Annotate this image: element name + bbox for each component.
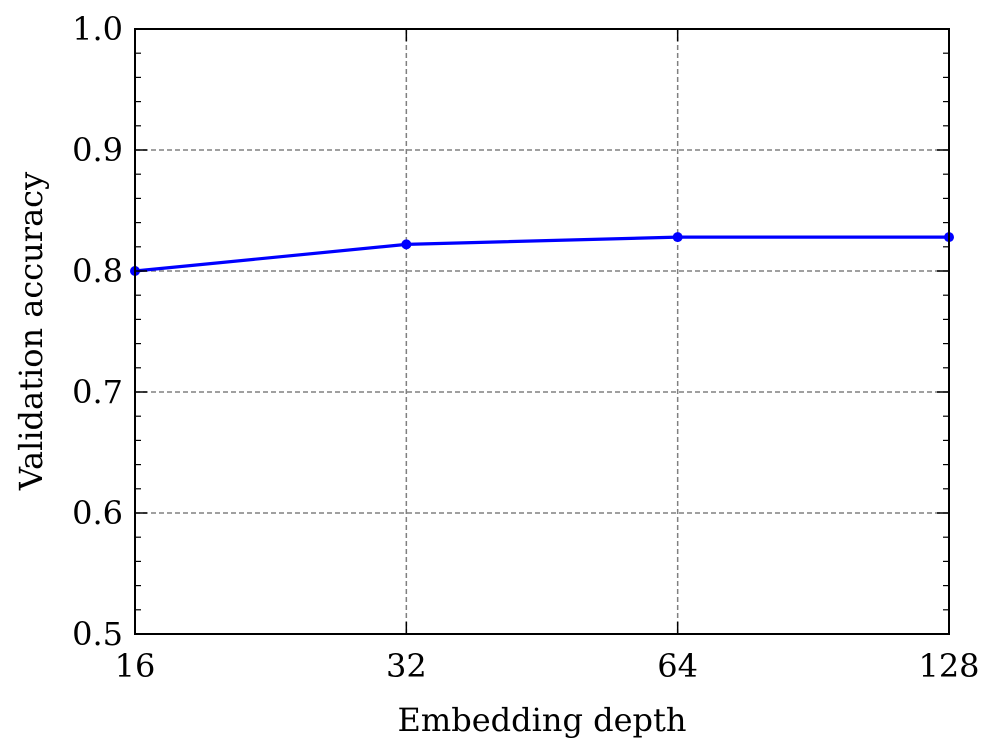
plot-frame <box>134 28 950 635</box>
x-tick-label: 32 <box>386 647 427 685</box>
x-tick-label: 64 <box>657 647 698 685</box>
data-point <box>401 239 412 250</box>
y-axis-label: Validation accuracy <box>12 172 50 491</box>
y-tick-label: 0.7 <box>72 373 123 411</box>
data-point <box>672 232 683 243</box>
y-tick-label: 0.9 <box>72 131 123 169</box>
series-layer <box>130 232 954 276</box>
x-tick-label: 16 <box>115 647 156 685</box>
y-tick-label: 0.5 <box>72 615 123 653</box>
x-axis-label: Embedding depth <box>398 701 687 739</box>
x-tick-label: 128 <box>918 647 979 685</box>
series-line <box>134 235 949 273</box>
tick-labels: 16 32 64 128 0.5 0.6 0.7 0.8 0.9 1.0 <box>72 10 979 685</box>
grid <box>135 29 949 634</box>
y-tick-label: 0.6 <box>72 494 123 532</box>
y-tick-label: 1.0 <box>72 10 123 48</box>
y-tick-label: 0.8 <box>72 252 123 290</box>
